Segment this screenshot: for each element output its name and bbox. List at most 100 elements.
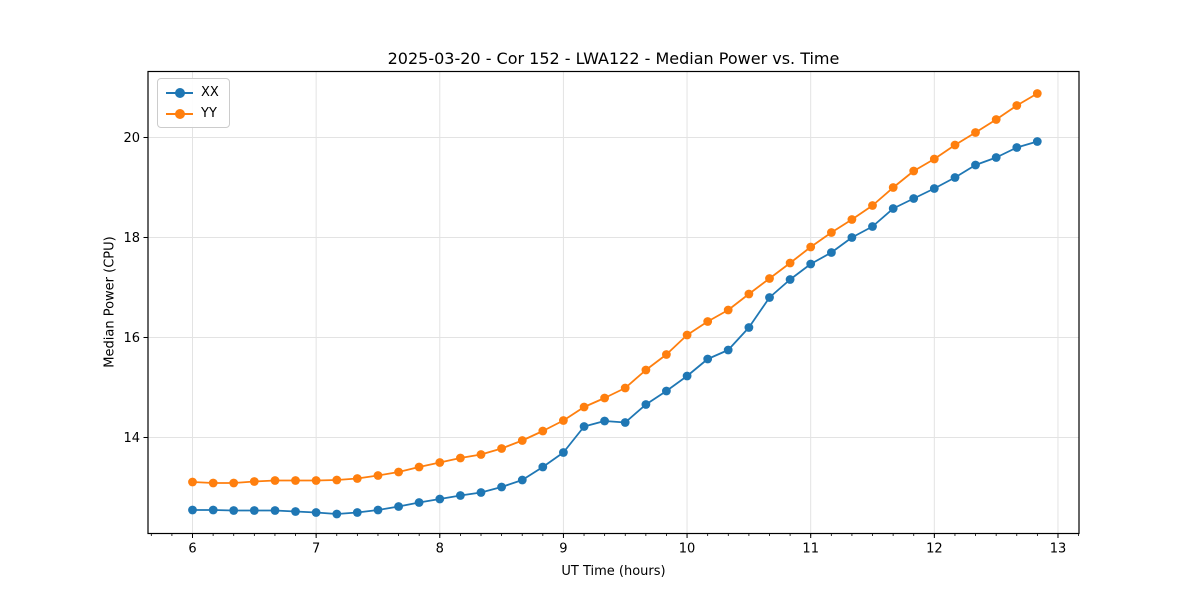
data-point-yy	[600, 393, 609, 403]
legend-item-yy: YY	[166, 105, 219, 122]
data-point-yy	[909, 166, 919, 176]
data-point-yy	[662, 350, 671, 359]
data-point-xx	[456, 491, 465, 500]
data-point-xx	[868, 222, 877, 231]
legend-label-xx: XX	[201, 85, 219, 100]
data-point-yy	[847, 215, 857, 224]
data-point-xx	[394, 502, 403, 511]
plot-area-border	[147, 70, 1080, 535]
data-point-xx	[208, 505, 218, 515]
data-point-yy	[785, 258, 795, 268]
data-point-yy	[703, 317, 713, 326]
data-point-yy	[765, 274, 774, 283]
data-point-xx	[744, 323, 754, 332]
data-point-xx	[909, 194, 919, 203]
y-tick-label: 18	[123, 231, 140, 246]
data-point-xx	[291, 507, 300, 516]
x-tick-label: 6	[188, 542, 196, 557]
data-point-xx	[827, 248, 836, 257]
data-point-yy	[188, 477, 197, 487]
data-point-yy	[538, 426, 548, 436]
data-point-yy	[249, 477, 259, 486]
data-point-xx	[373, 505, 383, 515]
x-tick-label: 12	[926, 542, 943, 557]
data-point-yy	[352, 474, 362, 483]
data-point-yy	[373, 471, 383, 480]
data-point-yy	[332, 475, 342, 485]
data-point-yy	[888, 183, 898, 192]
data-point-xx	[950, 173, 960, 182]
data-point-xx	[435, 494, 445, 504]
x-tick-label: 11	[802, 542, 819, 557]
data-point-yy	[1012, 101, 1022, 110]
data-point-xx	[888, 204, 898, 213]
data-point-yy	[435, 458, 445, 467]
data-point-yy	[723, 305, 733, 315]
data-point-xx	[929, 184, 939, 193]
data-point-yy	[559, 416, 568, 425]
data-point-yy	[620, 383, 630, 393]
data-point-xx	[517, 475, 527, 485]
data-point-yy	[682, 330, 692, 340]
data-point-yy	[971, 128, 980, 137]
data-point-yy	[229, 478, 239, 488]
data-point-yy	[497, 444, 506, 453]
legend-label-yy: YY	[201, 106, 217, 121]
data-point-xx	[559, 448, 568, 457]
data-point-yy	[291, 476, 300, 485]
data-point-yy	[641, 365, 651, 375]
data-point-yy	[806, 242, 816, 252]
x-tick-label: 13	[1050, 542, 1067, 557]
data-point-yy	[868, 201, 877, 210]
data-point-yy	[208, 478, 218, 488]
x-tick-label: 9	[559, 542, 567, 557]
legend-item-xx: XX	[166, 84, 219, 101]
data-point-yy	[991, 115, 1001, 124]
data-point-xx	[1032, 137, 1042, 146]
data-point-xx	[311, 508, 321, 517]
legend-swatch-yy	[166, 108, 193, 119]
data-point-xx	[1012, 143, 1022, 152]
data-point-xx	[723, 345, 733, 355]
series-line-yy	[192, 92, 1038, 484]
data-point-xx	[785, 275, 795, 284]
data-point-xx	[703, 354, 713, 364]
x-tick-label: 8	[436, 542, 444, 557]
data-point-xx	[600, 416, 609, 426]
legend-marker-xx	[175, 87, 185, 98]
data-point-xx	[270, 506, 280, 515]
data-point-yy	[456, 453, 465, 463]
data-point-xx	[806, 259, 816, 269]
data-point-yy	[929, 154, 939, 164]
data-point-xx	[352, 508, 362, 517]
data-point-xx	[579, 422, 589, 431]
data-point-xx	[249, 506, 259, 515]
data-point-yy	[311, 476, 321, 485]
data-point-xx	[332, 509, 342, 519]
legend-swatch-xx	[166, 87, 193, 98]
chart-title: 2025-03-20 - Cor 152 - LWA122 - Median P…	[387, 49, 840, 68]
data-point-xx	[414, 498, 424, 507]
data-point-xx	[765, 293, 774, 302]
data-point-yy	[476, 450, 486, 459]
data-point-xx	[682, 371, 692, 381]
data-point-yy	[270, 476, 280, 485]
y-tick-label: 16	[123, 331, 140, 346]
data-point-yy	[827, 228, 836, 237]
data-point-xx	[229, 506, 239, 515]
data-point-xx	[538, 462, 548, 472]
data-point-yy	[1032, 89, 1042, 98]
data-point-xx	[188, 505, 197, 515]
x-tick-label: 7	[312, 542, 320, 557]
data-point-yy	[517, 436, 527, 445]
data-point-xx	[971, 160, 980, 170]
data-point-yy	[414, 462, 424, 472]
legend: XX YY	[157, 78, 230, 128]
data-point-xx	[497, 482, 506, 492]
data-point-yy	[950, 140, 960, 150]
data-point-xx	[476, 488, 486, 497]
y-tick-label: 14	[123, 431, 140, 446]
data-point-yy	[394, 467, 403, 477]
